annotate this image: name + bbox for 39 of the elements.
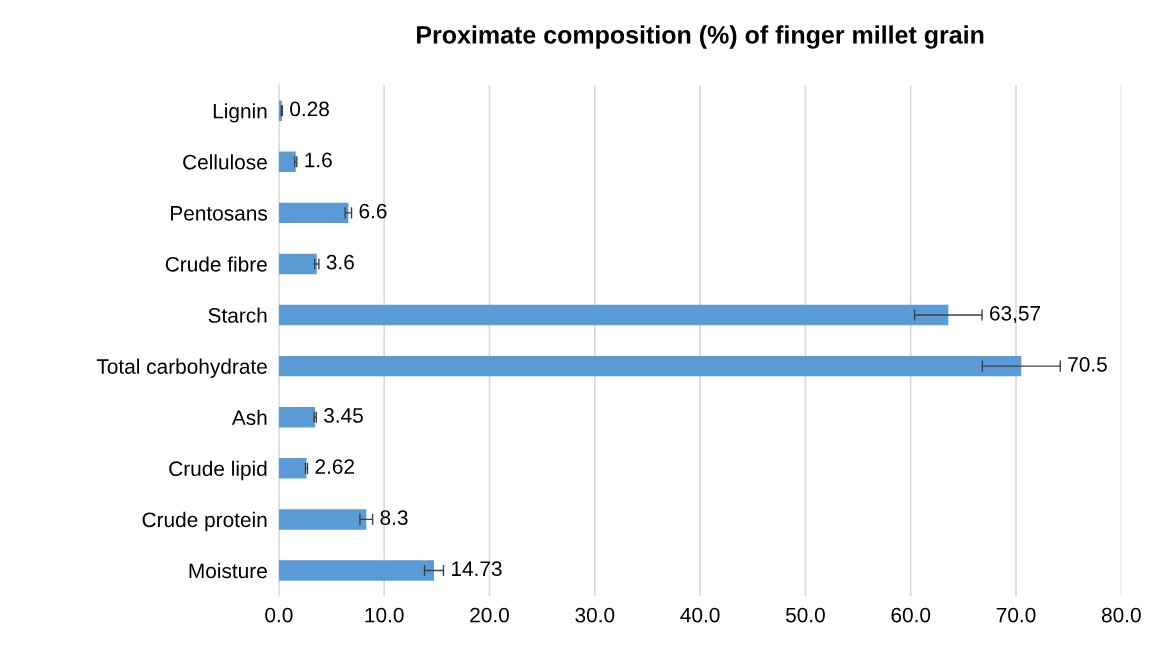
y-tick-label: Pentosans — [171, 206, 268, 221]
y-tick-label: Crude lipid — [169, 460, 267, 481]
y-tick-label: Ash — [231, 409, 267, 425]
y-tick-label: Lignin — [213, 103, 267, 123]
y-tick-label: Starch — [208, 307, 267, 323]
x-tick-label: 40.0 — [680, 607, 720, 623]
data-label: 2.62 — [315, 459, 354, 474]
x-tick-label: 60.0 — [891, 607, 931, 623]
y-tick-label: Crude fibre — [165, 256, 267, 272]
y-tick-label: Total carbohydrate — [96, 358, 267, 379]
bar — [278, 509, 367, 530]
x-tick-label: 0.0 — [265, 607, 293, 623]
data-label: 63,57 — [990, 305, 1041, 324]
data-label: 6.6 — [359, 203, 387, 219]
data-label: 14.73 — [452, 561, 502, 577]
chart-title: Proximate composition (%) of finger millet grain — [417, 25, 984, 49]
bar — [278, 253, 317, 275]
data-label: 8.3 — [380, 510, 408, 526]
bar — [278, 458, 307, 479]
data-label: 3.6 — [326, 254, 354, 270]
x-tick-label: 70.0 — [996, 607, 1036, 623]
y-tick-label: Cellulose — [183, 154, 267, 170]
x-tick-label: 80.0 — [1101, 607, 1141, 623]
bar — [278, 304, 949, 326]
data-label: 0.28 — [290, 101, 329, 117]
bar — [278, 560, 434, 581]
y-tick-label: Moisture — [189, 562, 267, 579]
bar — [278, 355, 1022, 377]
bar — [278, 407, 316, 428]
data-label: 1.6 — [305, 152, 332, 168]
x-tick-label: 50.0 — [785, 607, 825, 623]
data-label: 70.5 — [1068, 356, 1107, 372]
x-tick-label: 20.0 — [470, 607, 509, 623]
bar — [278, 151, 296, 172]
data-label: 3.45 — [324, 408, 363, 423]
bar — [278, 202, 349, 224]
y-tick-label: Crude protein — [142, 511, 267, 532]
x-tick-label: 30.0 — [575, 607, 615, 623]
x-tick-label: 10.0 — [365, 607, 404, 623]
